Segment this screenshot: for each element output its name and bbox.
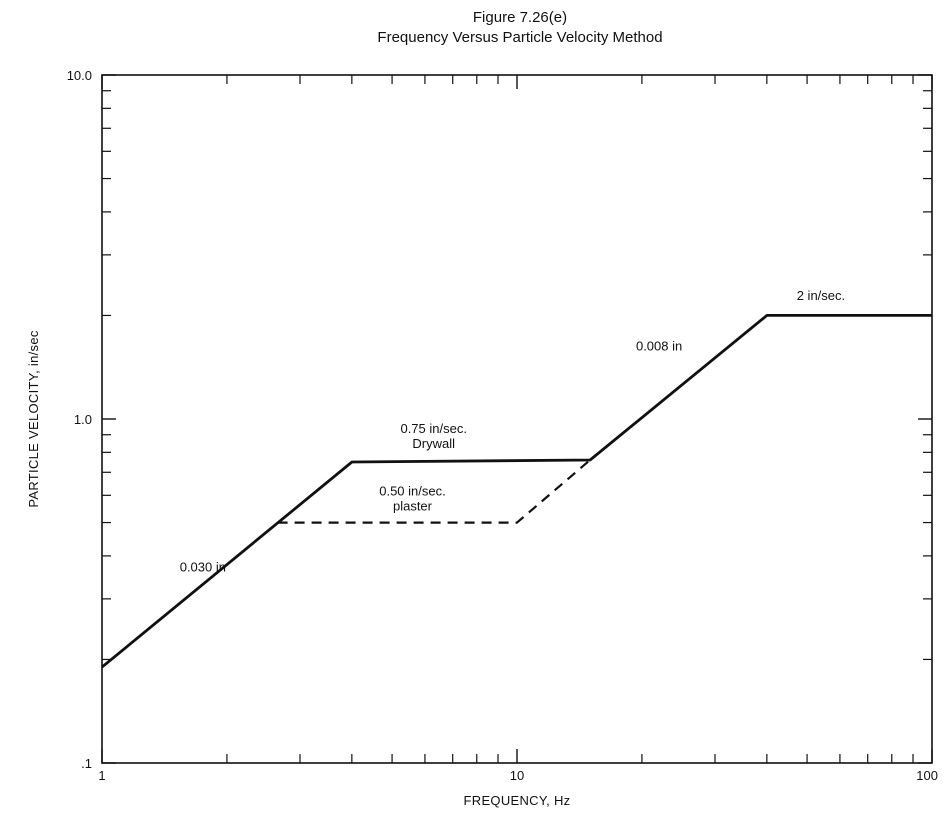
annotation-label: 2 in/sec. — [797, 288, 845, 303]
series-line-dashed — [277, 459, 591, 524]
series-group — [101, 313, 932, 669]
x-tick-label: 1 — [98, 768, 105, 783]
chart-title: Figure 7.26(e) — [473, 9, 567, 26]
y-tick-label: 1.0 — [74, 412, 92, 427]
x-axis-title: FREQUENCY, Hz — [464, 793, 571, 808]
tick-labels: 1 10 100 .1 1.0 10.0 — [67, 68, 938, 783]
plot-frame — [101, 74, 933, 764]
series-line-solid — [101, 313, 932, 669]
y-axis-title: PARTICLE VELOCITY, in/sec — [26, 330, 41, 507]
annotation-label: 0.75 in/sec. Drywall — [400, 421, 467, 451]
annotations-group: 0.030 in 0.75 in/sec. Drywall 0.50 in/sec. p… — [180, 288, 845, 575]
annotation-label: 0.008 in — [636, 339, 682, 354]
y-tick-label: 10.0 — [67, 68, 92, 83]
annotation-label: 0.50 in/sec. plaster — [379, 483, 446, 513]
x-tick-label: 100 — [916, 768, 938, 783]
y-tick-label: .1 — [81, 756, 92, 771]
annotation-label: 0.030 in — [180, 560, 226, 575]
chart-subtitle: Frequency Versus Particle Velocity Metho… — [377, 29, 662, 46]
minor-ticks — [101, 74, 933, 764]
x-tick-label: 10 — [510, 768, 524, 783]
